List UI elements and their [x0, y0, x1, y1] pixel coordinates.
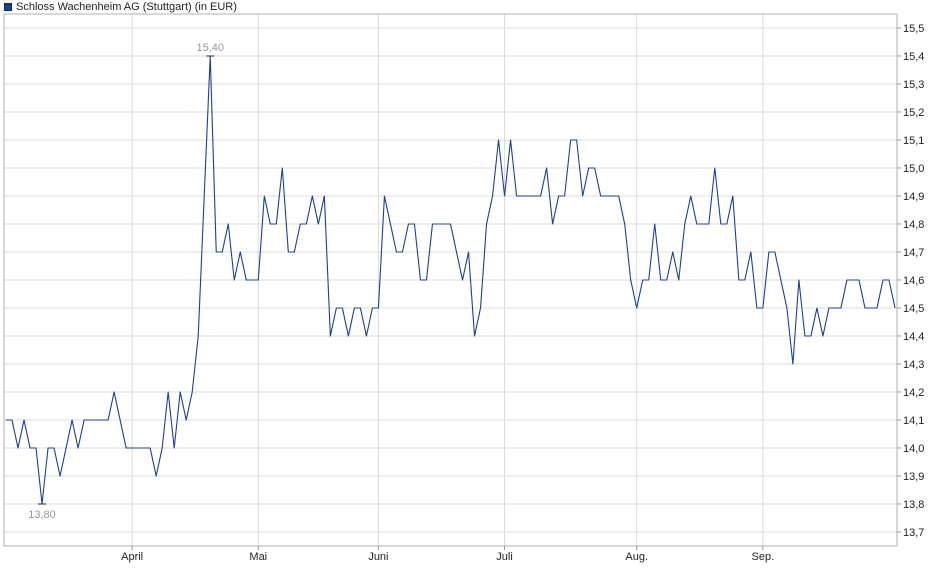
y-tick-label: 14,3 — [903, 359, 924, 371]
y-tick-label: 14,7 — [903, 247, 924, 259]
y-tick-label: 15,2 — [903, 107, 924, 119]
y-tick-label: 14,8 — [903, 219, 924, 231]
x-tick-label: Mai — [249, 551, 267, 563]
y-tick-label: 13,7 — [903, 527, 924, 539]
annotation-label: 15,40 — [196, 42, 224, 54]
legend-swatch — [4, 3, 12, 11]
annotation-label: 13,80 — [28, 509, 56, 521]
x-tick-label: Juli — [496, 551, 513, 563]
y-tick-label: 15,3 — [903, 79, 924, 91]
chart-grid — [4, 14, 897, 546]
y-tick-label: 15,4 — [903, 51, 924, 63]
series-line — [6, 55, 896, 505]
y-axis: 13,7 13,8 13,9 14,0 14,1 14,2 14,3 14,4 14,5 14,6… — [897, 23, 924, 539]
x-tick-label: Aug. — [625, 551, 648, 563]
x-tick-label: April — [121, 551, 143, 563]
y-tick-label: 15,1 — [903, 135, 924, 147]
y-tick-label: 13,8 — [903, 499, 924, 511]
x-axis: April Mai Juni Juli Aug. Sep. — [121, 546, 774, 563]
y-tick-label: 14,4 — [903, 331, 924, 343]
y-tick-label: 15,5 — [903, 23, 924, 35]
y-tick-label: 13,9 — [903, 471, 924, 483]
y-tick-label: 14,0 — [903, 443, 924, 455]
chart-title: Schloss Wachenheim AG (Stuttgart) (in EU… — [16, 1, 237, 13]
y-tick-label: 14,9 — [903, 191, 924, 203]
x-tick-label: Juni — [368, 551, 388, 563]
y-tick-label: 14,5 — [903, 303, 924, 315]
y-tick-label: 15,0 — [903, 163, 924, 175]
annotations: 15,40 13,80 — [28, 42, 224, 521]
y-tick-label: 14,2 — [903, 387, 924, 399]
x-tick-label: Sep. — [752, 551, 775, 563]
y-tick-label: 14,1 — [903, 415, 924, 427]
series-line-group — [6, 55, 896, 505]
y-tick-label: 14,6 — [903, 275, 924, 287]
chart-legend: Schloss Wachenheim AG (Stuttgart) (in EU… — [4, 0, 237, 14]
